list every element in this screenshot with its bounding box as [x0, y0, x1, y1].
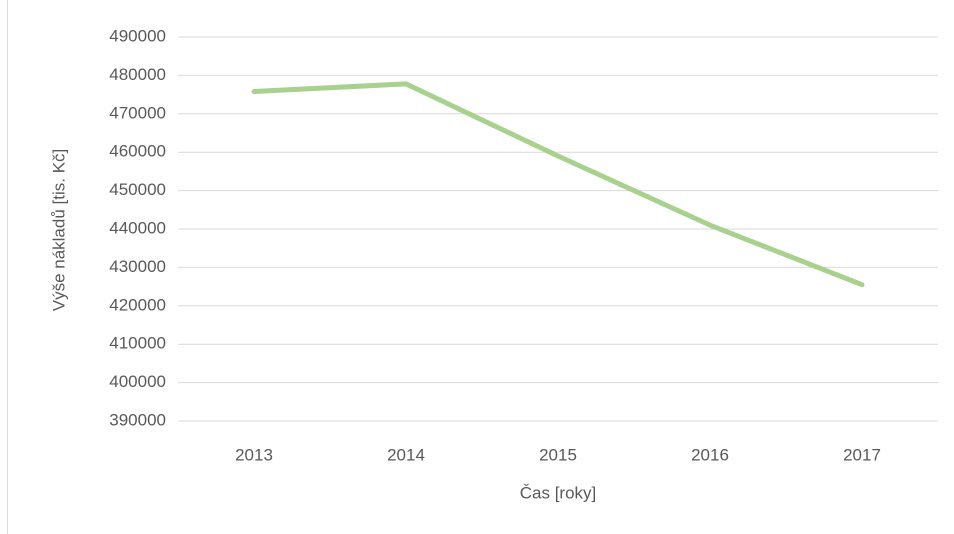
y-tick-label: 440000: [109, 218, 166, 237]
y-tick-label: 450000: [109, 180, 166, 199]
x-tick-label: 2015: [539, 445, 577, 464]
x-tick-label: 2016: [691, 445, 729, 464]
y-tick-label: 400000: [109, 372, 166, 391]
y-tick-label: 480000: [109, 65, 166, 84]
y-tick-label: 420000: [109, 295, 166, 314]
y-tick-label: 410000: [109, 334, 166, 353]
y-tick-label: 390000: [109, 410, 166, 429]
y-tick-label: 490000: [109, 26, 166, 45]
x-axis-label: Čas [roky]: [520, 483, 597, 502]
x-tick-label: 2013: [235, 445, 273, 464]
x-tick-label: 2014: [387, 445, 425, 464]
y-tick-label: 460000: [109, 142, 166, 161]
y-tick-label: 470000: [109, 103, 166, 122]
x-tick-label: 2017: [843, 445, 881, 464]
y-tick-label: 430000: [109, 257, 166, 276]
series-line: [251, 81, 865, 288]
y-axis-label: Výše nákladů [tis. Kč]: [49, 149, 68, 312]
